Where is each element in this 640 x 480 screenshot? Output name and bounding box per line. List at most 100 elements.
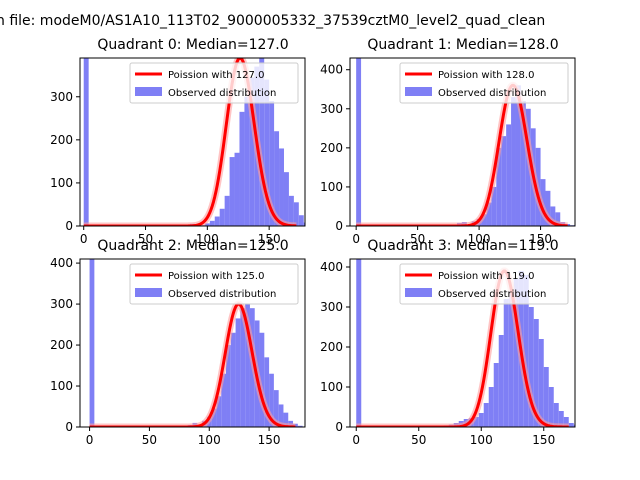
x-tick-label: 0 xyxy=(352,232,360,246)
histogram-bar xyxy=(293,202,299,226)
histogram-bar xyxy=(553,403,559,427)
histogram-bar xyxy=(579,426,584,427)
histogram-bar xyxy=(563,417,569,427)
histogram-bar xyxy=(545,190,551,226)
histogram-bar xyxy=(356,259,362,427)
legend-poisson-label: Poission with 128.0 xyxy=(438,70,534,81)
legend-box xyxy=(399,62,569,104)
x-tick-label: 0 xyxy=(352,433,360,447)
y-tick-label: 200 xyxy=(50,338,73,352)
axes-frame xyxy=(349,57,576,227)
histogram-bar xyxy=(584,426,589,427)
histogram-bar xyxy=(204,223,210,226)
histogram-bar xyxy=(245,304,250,427)
legend-observed-label: Observed distribution xyxy=(168,88,276,99)
histogram-bar xyxy=(558,411,564,427)
y-tick-label: 300 xyxy=(50,297,73,311)
histogram-bar xyxy=(283,172,289,226)
legend-observed-swatch xyxy=(405,87,432,96)
histogram-bar xyxy=(209,220,215,226)
y-tick-label: 100 xyxy=(320,180,343,194)
legend-box xyxy=(399,263,569,305)
histogram-bar xyxy=(214,216,220,226)
histogram-bar xyxy=(515,85,521,226)
histogram-bar xyxy=(259,58,265,226)
histogram-bar xyxy=(478,413,484,427)
x-tick-label: 100 xyxy=(198,433,221,447)
x-tick-label: 150 xyxy=(532,433,555,447)
histogram-bar xyxy=(83,58,89,226)
y-tick-label: 0 xyxy=(65,420,73,434)
x-tick-label: 0 xyxy=(80,232,88,246)
x-tick-label: 100 xyxy=(470,433,493,447)
histogram-bar xyxy=(230,332,236,427)
histogram-bar xyxy=(274,131,280,226)
quadrant-2-panel: Quadrant 2: Median=125.0 0 50 100 150 0 100 20… xyxy=(50,238,306,447)
histogram-bar xyxy=(506,124,512,226)
x-tick-label: 50 xyxy=(410,232,425,246)
histogram-bar xyxy=(269,373,274,427)
legend: Poission with 125.0 Observed distribution xyxy=(129,263,299,305)
x-tick-label: 150 xyxy=(258,433,281,447)
legend-observed-swatch xyxy=(135,87,162,96)
histogram-bar xyxy=(224,195,230,226)
histogram-bar xyxy=(513,279,519,427)
histogram-bar xyxy=(235,318,241,427)
histogram-bar xyxy=(548,387,554,427)
y-tick-label: 400 xyxy=(320,63,343,77)
histogram-bar xyxy=(520,100,526,226)
axes-frame xyxy=(79,258,306,428)
histogram-bar xyxy=(221,373,227,427)
y-tick-label: 200 xyxy=(320,141,343,155)
axes-frame xyxy=(349,258,576,428)
histogram-bar xyxy=(573,424,575,427)
y-tick-label: 0 xyxy=(335,420,343,434)
histogram-bar xyxy=(273,390,279,427)
histogram-bar xyxy=(244,96,250,226)
y-tick-label: 400 xyxy=(50,256,73,270)
histogram-bar xyxy=(314,225,319,226)
quadrant-3-title: Quadrant 3: Median=119.0 xyxy=(367,238,558,254)
histogram-bar xyxy=(259,332,265,427)
legend-box xyxy=(129,263,299,305)
x-tick-label: 50 xyxy=(138,232,153,246)
histogram-bar xyxy=(533,319,539,427)
histogram-bar xyxy=(239,111,245,226)
histogram-bar xyxy=(493,363,499,427)
legend-box xyxy=(129,62,299,104)
histogram-bar xyxy=(501,136,507,226)
histogram-bar xyxy=(483,403,489,427)
legend-observed-label: Observed distribution xyxy=(438,289,546,300)
histogram-bar xyxy=(488,387,494,427)
quadrant-0-title: Quadrant 0: Median=127.0 xyxy=(97,37,288,53)
quadrant-1-title: Quadrant 1: Median=128.0 xyxy=(367,37,558,53)
histogram-bar xyxy=(278,404,284,427)
y-tick-label: 100 xyxy=(320,380,343,394)
y-tick-label: 100 xyxy=(50,176,73,190)
y-tick-label: 0 xyxy=(335,219,343,233)
legend-poisson-label: Poission with 127.0 xyxy=(168,70,264,81)
histogram-bar xyxy=(264,79,270,226)
legend: Poission with 128.0 Observed distribution xyxy=(399,62,569,104)
histogram-bar xyxy=(309,224,314,226)
histogram-bar xyxy=(486,202,492,226)
histogram-bar xyxy=(297,425,303,427)
histogram-bar xyxy=(264,357,270,427)
histogram-bar xyxy=(511,97,516,226)
histogram-bar xyxy=(491,186,497,226)
histogram-bar xyxy=(211,408,217,427)
histogram-bar xyxy=(528,307,534,427)
histogram-bar xyxy=(234,152,240,226)
histogram-bar xyxy=(269,101,275,226)
histogram-bar xyxy=(473,417,479,427)
histogram-bar xyxy=(229,157,235,226)
y-tick-label: 100 xyxy=(50,379,73,393)
histogram-bar xyxy=(279,148,284,226)
poisson-curve xyxy=(356,269,569,427)
histogram-bar xyxy=(356,58,362,226)
histogram-bar xyxy=(523,275,529,427)
x-tick-label: 0 xyxy=(86,433,94,447)
histogram-bar xyxy=(283,412,289,427)
histogram-bar xyxy=(240,308,246,427)
